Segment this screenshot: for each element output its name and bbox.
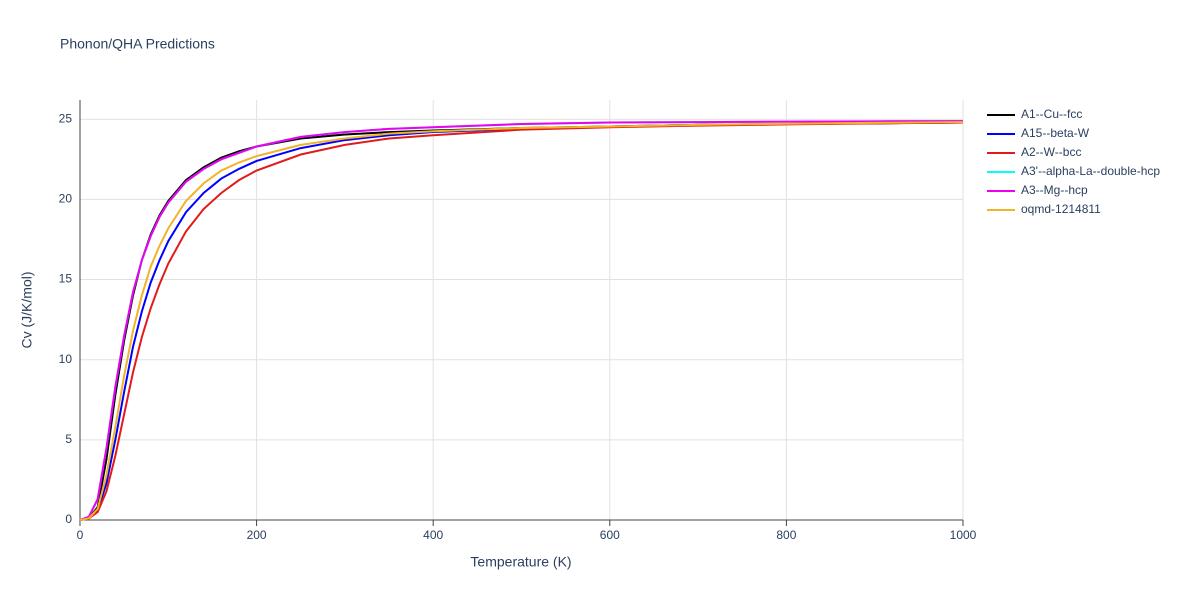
legend-label: oqmd-1214811 (1021, 202, 1101, 216)
chart-title: Phonon/QHA Predictions (60, 36, 215, 52)
series-line (79, 120, 964, 521)
x-tick-label: 800 (776, 528, 796, 542)
legend-label: A3--Mg--hcp (1021, 183, 1088, 197)
x-tick-label: 400 (423, 528, 443, 542)
y-tick-label: 10 (59, 352, 73, 366)
y-tick-label: 0 (65, 512, 72, 526)
legend-label: A15--beta-W (1021, 126, 1090, 140)
y-tick-label: 15 (59, 272, 73, 286)
x-tick-label: 0 (77, 528, 84, 542)
legend-label: A3'--alpha-La--double-hcp (1021, 164, 1160, 178)
y-tick-label: 25 (59, 111, 73, 125)
series-line (79, 120, 964, 521)
legend-label: A1--Cu--fcc (1021, 107, 1082, 121)
series-line (79, 121, 964, 521)
series-line (79, 121, 964, 521)
y-axis-label: Cv (J/K/mol) (19, 272, 35, 349)
legend-label: A2--W--bcc (1021, 145, 1081, 159)
series-line (79, 121, 964, 521)
y-tick-label: 5 (65, 432, 72, 446)
x-tick-label: 1000 (950, 528, 977, 542)
x-axis-label: Temperature (K) (470, 554, 571, 570)
series-line (79, 121, 964, 521)
x-tick-label: 200 (247, 528, 267, 542)
y-tick-label: 20 (59, 192, 73, 206)
x-tick-label: 600 (600, 528, 620, 542)
